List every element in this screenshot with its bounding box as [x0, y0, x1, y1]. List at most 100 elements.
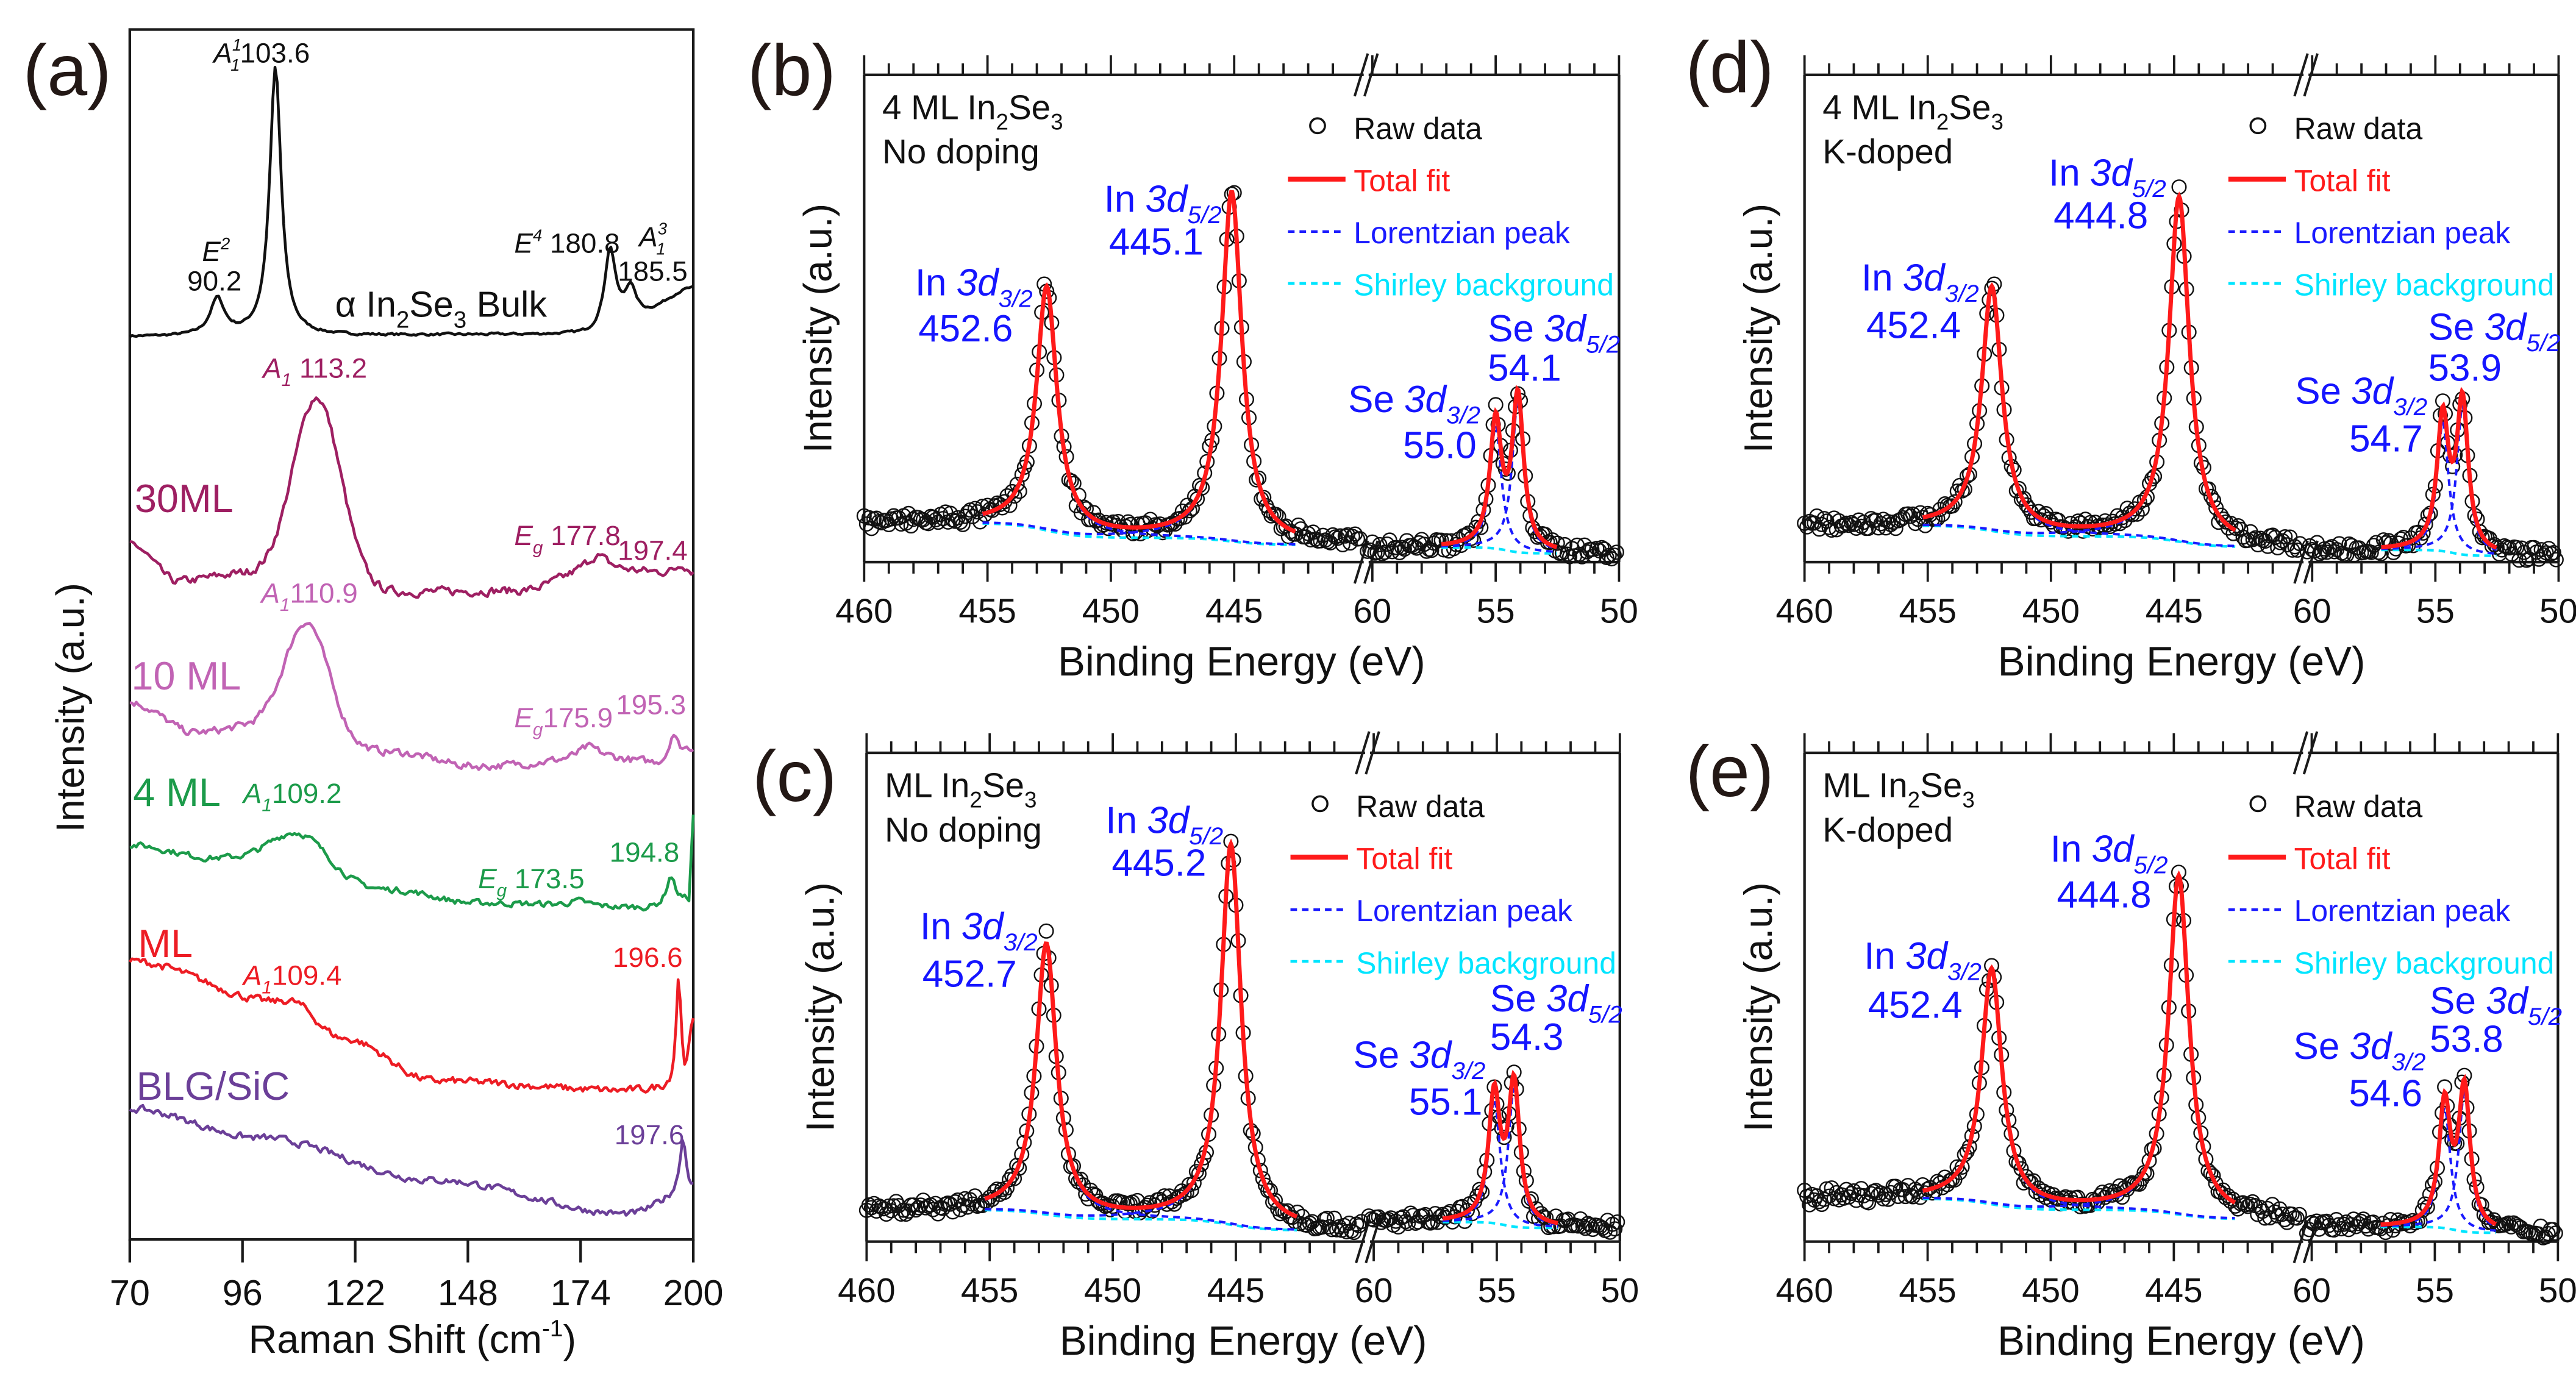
x-tick-label: 50: [1600, 1271, 1639, 1310]
text-part: E: [514, 702, 533, 733]
raw-data-point: [1914, 1177, 1931, 1192]
raw-data-point: [1268, 1192, 1283, 1208]
raw-data-point: [1843, 515, 1859, 530]
raw-data-point: [2540, 1225, 2556, 1241]
raw-data-point: [1880, 1191, 1896, 1207]
raw-data-point: [2316, 541, 2332, 557]
text-part: 109.2: [272, 778, 342, 809]
axis-break-mark: [1353, 540, 1369, 584]
shirley-background-line: [985, 1208, 1297, 1231]
text-part: 3: [1051, 109, 1063, 134]
peak-annotation: 90.2: [187, 266, 241, 297]
shirley-background-line: [2381, 548, 2497, 557]
shirley-background-line: [982, 522, 1296, 546]
text-part: 3d: [1409, 1034, 1452, 1076]
raw-data-point: [1400, 1216, 1416, 1231]
raw-data-point: [1900, 506, 1916, 522]
raw-data-point: [1372, 536, 1388, 552]
x-tick-label: 55: [1477, 592, 1515, 630]
raw-data-point: [952, 514, 968, 530]
xps-chart-c: 460 455 450 445 60 55 50 Binding Energy (eV) Int…: [797, 731, 1639, 1364]
text-part: 1: [262, 977, 272, 997]
peak-energy: 54.6: [2349, 1072, 2422, 1114]
text-part: Se: [1353, 1034, 1399, 1076]
raw-data-point: [2217, 1189, 2233, 1205]
legend: Raw data Total fit Lorentzian peak Shirley …: [2228, 789, 2554, 980]
legend-entry: Raw data: [1354, 112, 1482, 146]
peak-energy: 445.1: [1109, 221, 1204, 263]
raw-data-point: [2502, 540, 2517, 556]
x-tick-label: 50: [2539, 592, 2576, 630]
raw-data-point: [1888, 1178, 1903, 1194]
axis-break-mark: [1363, 53, 1379, 97]
raw-data-point: [1424, 543, 1440, 558]
lorentzian-peak-line: [1922, 194, 2236, 535]
text-part: 3d: [2090, 152, 2133, 194]
text-part: 2: [1936, 109, 1949, 134]
series-4: ML A1109.4 196.6: [128, 921, 695, 1094]
peak-energy: 444.8: [2057, 874, 2152, 916]
peak-annotation: A1 1103.6: [212, 35, 310, 74]
text-part: 1: [262, 796, 272, 816]
condition-label: No doping: [885, 810, 1042, 849]
y-axis-label: Intensity (a.u.): [797, 882, 842, 1131]
shirley-background-line: [1443, 1220, 1558, 1230]
x-tick-label: 450: [1084, 1271, 1141, 1310]
peak-annotation: Eg175.9: [514, 702, 613, 740]
lorentzian-peak-line: [1441, 399, 1557, 550]
raw-data-point: [960, 504, 976, 520]
series-label: 10 ML: [132, 654, 241, 698]
text-part: 5/2: [1187, 201, 1221, 229]
lorentzian-peak-line: [982, 191, 1296, 536]
x-tick-label: 445: [2146, 592, 2203, 630]
x-tick-label: 148: [438, 1272, 498, 1313]
raw-data-point: [2203, 1166, 2219, 1181]
text-part: 194.8: [610, 837, 680, 868]
raw-data-point: [2247, 530, 2263, 546]
peak-annotation: A1110.9: [259, 577, 357, 615]
raw-data-point: [1182, 503, 1197, 519]
panel-label: (a): [23, 30, 112, 111]
peak-label: In 3d3/2: [1864, 935, 1982, 986]
raw-data-point: [2072, 515, 2088, 531]
raw-data-point: [1325, 527, 1341, 543]
peak-label: In 3d5/2: [1105, 799, 1223, 850]
sample-label: 4 ML In2Se3: [882, 88, 1063, 135]
raw-data-point: [1361, 1208, 1377, 1224]
series-label: BLG/SiC: [137, 1064, 290, 1108]
text-part: ML In: [885, 766, 969, 805]
raw-data-point: [1610, 1214, 1625, 1230]
peak-annotation: 185.5: [618, 255, 688, 287]
text-part: -1: [542, 1316, 563, 1342]
raw-data-point: [910, 1200, 926, 1216]
x-axis-label: Binding Energy (eV): [1060, 1318, 1427, 1364]
peak-annotation: 197.4: [618, 535, 688, 566]
legend-entry: Shirley background: [2294, 268, 2555, 302]
x-tick-label: 50: [1600, 592, 1638, 630]
raw-data-point: [1883, 516, 1899, 532]
raw-data-point: [1846, 1183, 1861, 1199]
condition-label: K-doped: [1822, 810, 1953, 849]
xps-chart-b: 460 455 450 445 60 55 50 Binding Energy (eV) Int…: [795, 53, 1638, 685]
raw-data-point: [1816, 511, 1832, 527]
text-part: 5/2: [2132, 175, 2166, 202]
text-part: g: [533, 538, 543, 558]
text-part: 197.4: [618, 535, 688, 566]
text-part: E: [514, 520, 533, 551]
text-part: 109.4: [272, 960, 342, 991]
spectrum-line: [129, 814, 695, 912]
raw-data-point: [930, 515, 946, 530]
text-part: 3/2: [1947, 958, 1982, 985]
text-part: A: [212, 37, 232, 68]
legend-entry: Shirley background: [1354, 268, 1614, 302]
sample-label: 4 ML In2Se3: [1822, 88, 2003, 135]
axis-break-mark: [2302, 731, 2319, 775]
peak-label: Se 3d5/2: [2428, 306, 2560, 357]
raw-data-point: [1841, 518, 1857, 533]
peak-label: In 3d3/2: [1861, 257, 1979, 308]
x-tick-label: 55: [2416, 1271, 2454, 1310]
x-tick-label: 70: [110, 1272, 150, 1313]
legend-entry: Raw data: [1356, 789, 1485, 824]
raw-data-legend-marker: [1311, 795, 1329, 813]
